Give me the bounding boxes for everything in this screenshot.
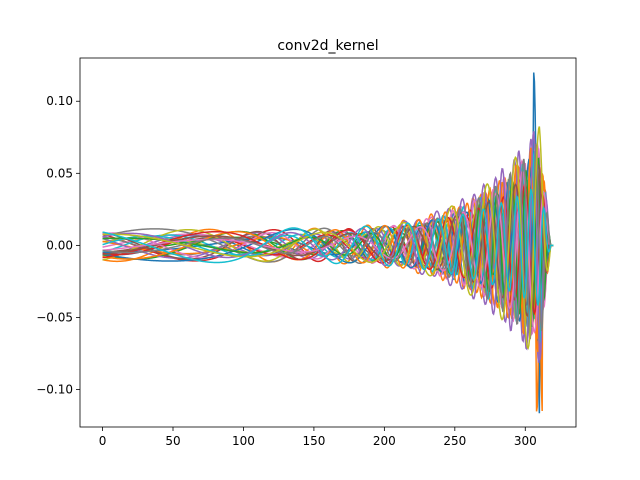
y-axis: −0.10 −0.05 0.00 0.05 0.10 xyxy=(36,94,80,397)
x-axis: 0 50 100 150 200 250 300 xyxy=(99,427,537,448)
series-group xyxy=(102,72,554,414)
x-tick-label: 250 xyxy=(443,434,466,448)
series-line xyxy=(102,188,554,306)
x-tick-label: 300 xyxy=(514,434,537,448)
x-tick-label: 0 xyxy=(99,434,107,448)
series-line xyxy=(102,178,554,306)
y-tick-label: −0.10 xyxy=(36,383,73,397)
y-tick-label: 0.10 xyxy=(46,94,73,108)
series-line xyxy=(102,148,554,337)
y-tick-label: 0.00 xyxy=(46,238,73,252)
chart-title: conv2d_kernel xyxy=(277,38,378,54)
series-line xyxy=(102,163,554,317)
x-tick-label: 200 xyxy=(373,434,396,448)
x-tick-label: 150 xyxy=(302,434,325,448)
series-line xyxy=(102,169,554,334)
series-line xyxy=(102,143,554,340)
x-tick-label: 50 xyxy=(165,434,180,448)
y-tick-label: 0.05 xyxy=(46,166,73,180)
plot-frame xyxy=(79,57,577,428)
x-tick-label: 100 xyxy=(232,434,255,448)
y-tick-label: −0.05 xyxy=(36,310,73,324)
